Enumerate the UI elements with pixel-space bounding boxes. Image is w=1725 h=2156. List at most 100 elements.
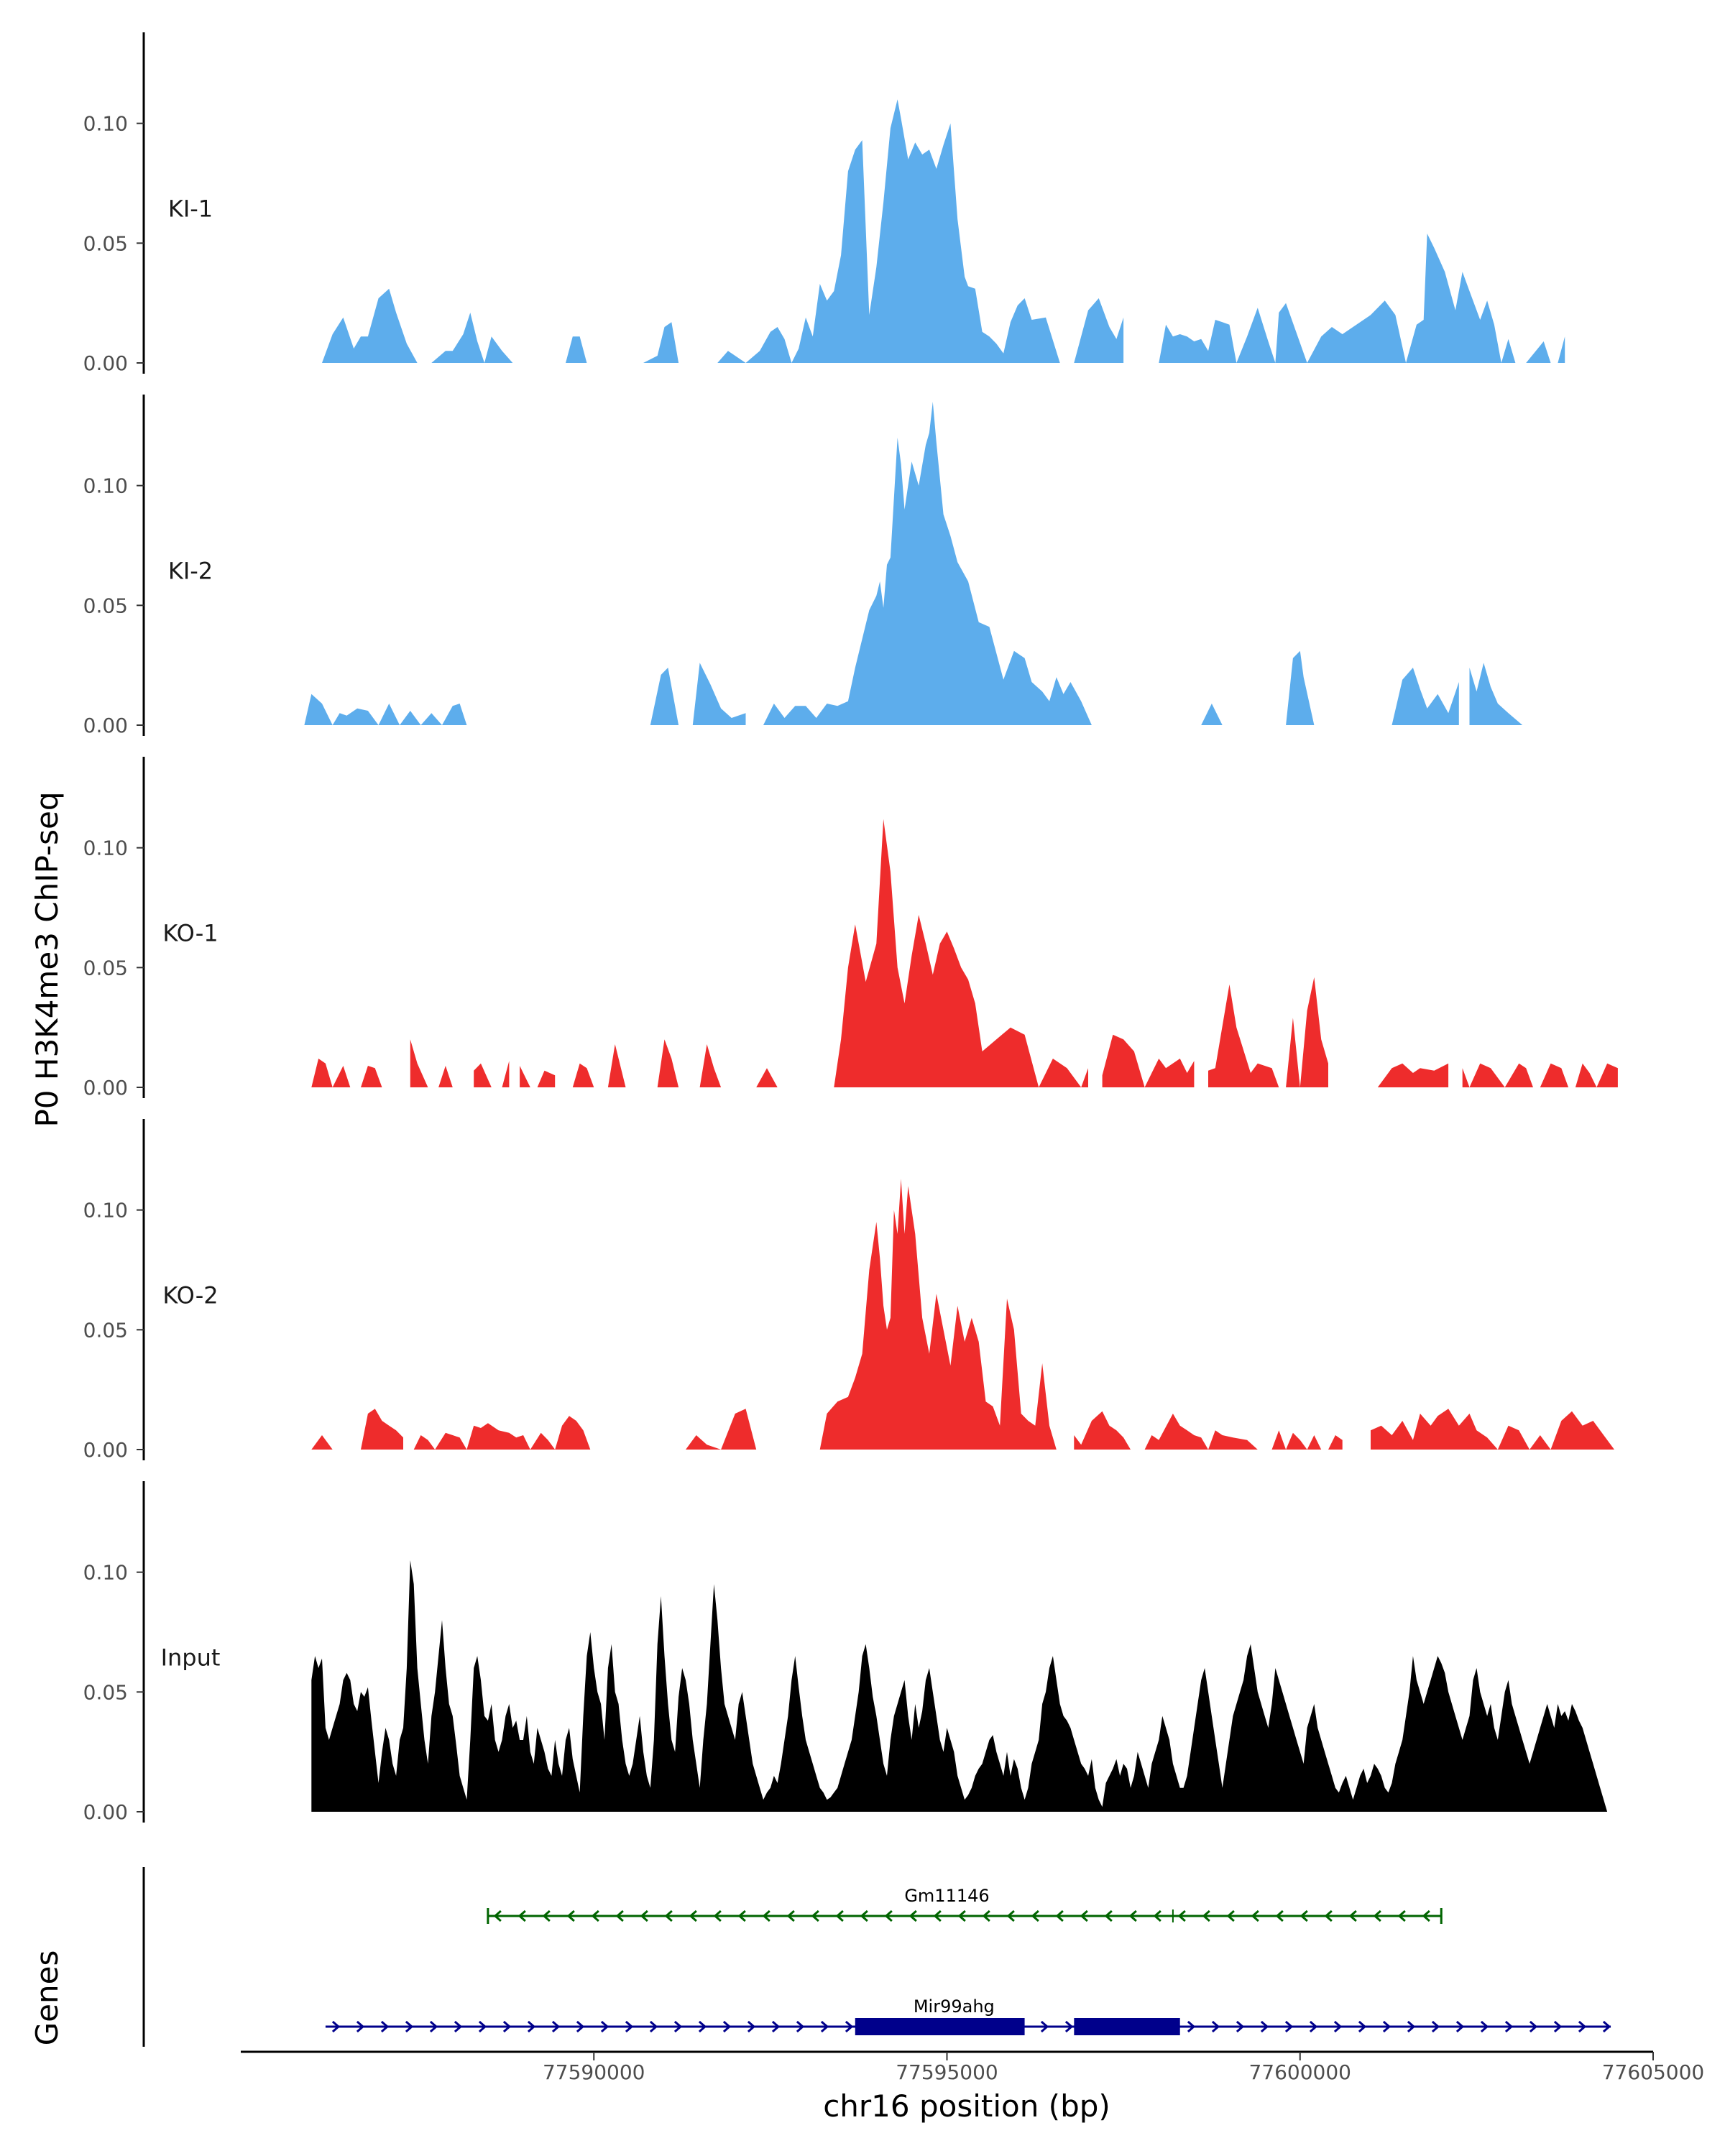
y-tick-label: 0.05 xyxy=(83,594,128,617)
strand-arrow xyxy=(1407,2020,1416,2033)
strand-arrow xyxy=(1153,1909,1162,1922)
strand-arrow xyxy=(1348,1909,1357,1922)
y-tick-label: 0.00 xyxy=(83,1438,128,1462)
coverage-area xyxy=(1208,977,1328,1087)
track-ko-2: 0.00 0.05 0.10 KO-2 xyxy=(83,1119,1614,1462)
y-tick-label: 0.10 xyxy=(83,1199,128,1222)
gene-label: Gm11146 xyxy=(904,1886,989,1906)
gene-mir99ahg: Mir99ahg xyxy=(325,1996,1611,2035)
coverage-area xyxy=(410,1039,464,1087)
y-tick-label: 0.10 xyxy=(83,837,128,860)
strand-arrow xyxy=(1333,2020,1343,2033)
strand-arrow xyxy=(908,1909,917,1922)
strand-arrow xyxy=(1284,2020,1294,2033)
y-tick-label: 0.00 xyxy=(83,351,128,375)
gene-gm11146: Gm11146 xyxy=(487,1886,1443,1924)
coverage-area xyxy=(304,694,481,725)
coverage-area xyxy=(361,1409,403,1450)
strand-arrow xyxy=(1602,2020,1611,2033)
x-tick-label: 77595000 xyxy=(896,2060,998,2084)
strand-arrow xyxy=(591,1909,599,1922)
x-tick-label: 77600000 xyxy=(1248,2060,1351,2084)
x-tick-label: 77590000 xyxy=(543,2060,645,2084)
strand-arrow xyxy=(1187,2020,1196,2033)
track-ko-1: 0.00 0.05 0.10 KO-1 xyxy=(83,757,1618,1100)
exon-block xyxy=(1074,2018,1180,2035)
strand-arrow xyxy=(811,1909,819,1922)
strand-arrow xyxy=(454,2020,463,2033)
coverage-area xyxy=(1074,1411,1258,1450)
coverage-area xyxy=(361,1066,400,1087)
strand-arrow xyxy=(1275,1909,1284,1922)
y-tick-label: 0.00 xyxy=(83,1076,128,1100)
strand-arrow xyxy=(1040,2020,1049,2033)
coverage-area xyxy=(520,1066,556,1087)
x-tick-label: 77605000 xyxy=(1602,2060,1705,2084)
strand-arrow xyxy=(673,2020,683,2033)
track-label: KO-2 xyxy=(162,1282,218,1309)
coverage-area xyxy=(636,1039,728,1087)
coverage-area xyxy=(311,1435,333,1450)
strand-arrow xyxy=(1055,1909,1064,1922)
coverage-area xyxy=(717,99,1124,364)
strand-arrow xyxy=(713,1909,722,1922)
genes-layer: Gm11146 Mir99ahg xyxy=(142,1867,1611,2047)
coverage-area xyxy=(1377,1063,1449,1087)
strand-arrow xyxy=(600,2020,610,2033)
coverage-area xyxy=(749,1068,778,1087)
strand-arrow xyxy=(1431,2020,1440,2033)
strand-arrow xyxy=(957,1909,966,1922)
strand-arrow xyxy=(405,2020,414,2033)
strand-arrow xyxy=(1300,1909,1308,1922)
track-ki-2: 0.00 0.05 0.10 KI-2 xyxy=(83,395,1533,737)
coverage-area xyxy=(1159,234,1565,363)
strand-arrow xyxy=(1236,2020,1245,2033)
coverage-area xyxy=(311,1059,351,1087)
strand-arrow xyxy=(933,1909,942,1922)
coverage-area xyxy=(650,663,746,725)
coverage-area xyxy=(686,1409,778,1450)
x-axis-title: chr16 position (bp) xyxy=(823,2088,1110,2124)
strand-arrow xyxy=(1480,2020,1489,2033)
strand-arrow xyxy=(820,2020,829,2033)
strand-arrow xyxy=(1006,1909,1015,1922)
strand-arrow xyxy=(551,2020,561,2033)
strand-arrow xyxy=(1309,2020,1318,2033)
coverage-area xyxy=(1462,1063,1618,1087)
y-tick-label: 0.00 xyxy=(83,714,128,737)
coverage-area xyxy=(413,1416,598,1450)
track-label: KI-2 xyxy=(168,558,213,585)
strand-arrow xyxy=(493,1909,502,1922)
y-axis-title: P0 H3K4me3 ChIP-seq xyxy=(29,791,65,1127)
y-tick-label: 0.05 xyxy=(83,231,128,255)
strand-arrow xyxy=(1080,1909,1088,1922)
gene-label: Mir99ahg xyxy=(914,1996,995,2017)
strand-arrow xyxy=(1529,2020,1538,2033)
track-label: KO-1 xyxy=(162,920,218,947)
y-tick-label: 0.00 xyxy=(83,1800,128,1824)
strand-arrow xyxy=(698,2020,707,2033)
strand-arrow xyxy=(518,1909,526,1922)
track-input: 0.00 0.05 0.10 Input xyxy=(83,1481,1608,1824)
strand-arrow xyxy=(576,2020,585,2033)
tracks-layer: 0.00 0.05 0.10 KI-1 0.00 0.05 0.10 KI-2 0.00 0.05… xyxy=(83,32,1618,1824)
strand-arrow xyxy=(762,1909,770,1922)
strand-arrow xyxy=(1211,2020,1220,2033)
coverage-area xyxy=(474,1061,510,1087)
strand-arrow xyxy=(1373,1909,1381,1922)
y-tick-label: 0.10 xyxy=(83,112,128,136)
y-tick-label: 0.10 xyxy=(83,1561,128,1585)
strand-arrow xyxy=(527,2020,536,2033)
strand-arrow xyxy=(747,2020,756,2033)
coverage-area xyxy=(1102,1034,1195,1087)
strand-arrow xyxy=(1578,2020,1587,2033)
y-tick-label: 0.05 xyxy=(83,1318,128,1342)
strand-arrow xyxy=(835,1909,844,1922)
coverage-area xyxy=(834,819,1088,1087)
coverage-area xyxy=(1271,1430,1343,1450)
strand-arrow xyxy=(845,2020,854,2033)
genes-axis-title: Genes xyxy=(29,1950,65,2046)
strand-arrow xyxy=(796,2020,805,2033)
strand-arrow xyxy=(429,2020,438,2033)
strand-arrow xyxy=(1251,1909,1259,1922)
